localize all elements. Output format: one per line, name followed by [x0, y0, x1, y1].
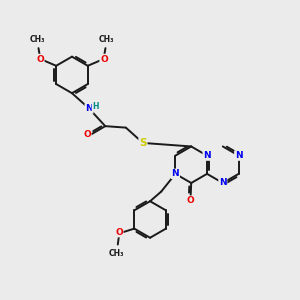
Text: N: N	[219, 178, 227, 188]
Text: CH₃: CH₃	[99, 35, 114, 44]
Text: N: N	[85, 104, 93, 113]
Text: N: N	[203, 151, 211, 160]
Text: H: H	[92, 102, 99, 111]
Text: CH₃: CH₃	[30, 35, 45, 44]
Text: N: N	[172, 169, 179, 178]
Text: O: O	[100, 55, 108, 64]
Text: O: O	[36, 55, 44, 64]
Text: O: O	[187, 196, 194, 205]
Text: O: O	[83, 130, 91, 140]
Text: O: O	[115, 228, 123, 237]
Text: N: N	[235, 151, 242, 160]
Text: CH₃: CH₃	[109, 249, 124, 258]
Text: S: S	[139, 138, 147, 148]
